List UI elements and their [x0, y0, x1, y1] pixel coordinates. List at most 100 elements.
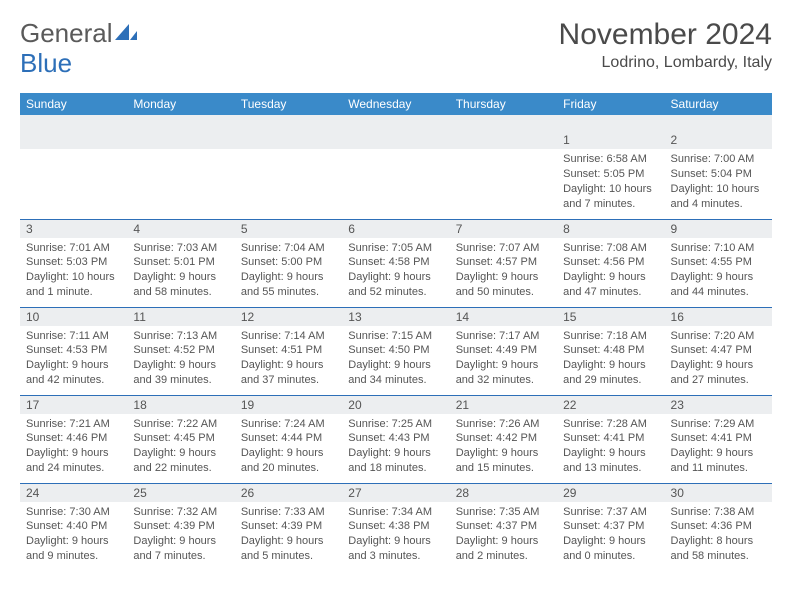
day-content: Sunrise: 7:05 AMSunset: 4:58 PMDaylight:…: [342, 238, 449, 304]
calendar-day-cell: 10Sunrise: 7:11 AMSunset: 4:53 PMDayligh…: [20, 307, 127, 395]
calendar-day-cell: 2Sunrise: 7:00 AMSunset: 5:04 PMDaylight…: [665, 131, 772, 219]
daylight-line: Daylight: 9 hours and 7 minutes.: [133, 534, 228, 564]
sunrise-line: Sunrise: 7:00 AM: [671, 152, 766, 167]
day-number: 9: [665, 220, 772, 238]
day-number: [342, 131, 449, 149]
daylight-line: Daylight: 9 hours and 5 minutes.: [241, 534, 336, 564]
day-number: 8: [557, 220, 664, 238]
sunset-line: Sunset: 4:44 PM: [241, 431, 336, 446]
daylight-line: Daylight: 9 hours and 18 minutes.: [348, 446, 443, 476]
day-number: 18: [127, 396, 234, 414]
daylight-line: Daylight: 9 hours and 24 minutes.: [26, 446, 121, 476]
day-content: Sunrise: 7:29 AMSunset: 4:41 PMDaylight:…: [665, 414, 772, 480]
calendar-day-cell: 16Sunrise: 7:20 AMSunset: 4:47 PMDayligh…: [665, 307, 772, 395]
day-number: 27: [342, 484, 449, 502]
weekday-header: Sunday: [20, 93, 127, 115]
day-number: 26: [235, 484, 342, 502]
sunset-line: Sunset: 4:42 PM: [456, 431, 551, 446]
sunset-line: Sunset: 4:51 PM: [241, 343, 336, 358]
sunset-line: Sunset: 4:38 PM: [348, 519, 443, 534]
day-content: Sunrise: 7:15 AMSunset: 4:50 PMDaylight:…: [342, 326, 449, 392]
day-number: 5: [235, 220, 342, 238]
filler-cell: [235, 115, 342, 131]
sunset-line: Sunset: 4:48 PM: [563, 343, 658, 358]
sunset-line: Sunset: 5:01 PM: [133, 255, 228, 270]
day-content: [342, 149, 449, 199]
location: Lodrino, Lombardy, Italy: [559, 54, 772, 72]
calendar-table: SundayMondayTuesdayWednesdayThursdayFrid…: [20, 93, 772, 571]
day-number: 28: [450, 484, 557, 502]
daylight-line: Daylight: 9 hours and 29 minutes.: [563, 358, 658, 388]
day-number: 23: [665, 396, 772, 414]
weekday-header: Wednesday: [342, 93, 449, 115]
calendar-day-cell: 6Sunrise: 7:05 AMSunset: 4:58 PMDaylight…: [342, 219, 449, 307]
calendar-day-cell: 12Sunrise: 7:14 AMSunset: 4:51 PMDayligh…: [235, 307, 342, 395]
calendar-day-cell: 30Sunrise: 7:38 AMSunset: 4:36 PMDayligh…: [665, 483, 772, 571]
day-content: Sunrise: 7:38 AMSunset: 4:36 PMDaylight:…: [665, 502, 772, 568]
day-content: Sunrise: 7:07 AMSunset: 4:57 PMDaylight:…: [450, 238, 557, 304]
sunset-line: Sunset: 4:53 PM: [26, 343, 121, 358]
calendar-day-cell: 8Sunrise: 7:08 AMSunset: 4:56 PMDaylight…: [557, 219, 664, 307]
daylight-line: Daylight: 9 hours and 13 minutes.: [563, 446, 658, 476]
daylight-line: Daylight: 9 hours and 32 minutes.: [456, 358, 551, 388]
day-number: 14: [450, 308, 557, 326]
sunset-line: Sunset: 4:50 PM: [348, 343, 443, 358]
sunrise-line: Sunrise: 7:22 AM: [133, 417, 228, 432]
day-content: Sunrise: 6:58 AMSunset: 5:05 PMDaylight:…: [557, 149, 664, 215]
weekday-header: Monday: [127, 93, 234, 115]
calendar-day-cell: 29Sunrise: 7:37 AMSunset: 4:37 PMDayligh…: [557, 483, 664, 571]
day-number: 22: [557, 396, 664, 414]
sunrise-line: Sunrise: 7:10 AM: [671, 241, 766, 256]
calendar-empty-cell: [235, 131, 342, 219]
sunset-line: Sunset: 4:36 PM: [671, 519, 766, 534]
daylight-line: Daylight: 9 hours and 47 minutes.: [563, 270, 658, 300]
calendar-day-cell: 4Sunrise: 7:03 AMSunset: 5:01 PMDaylight…: [127, 219, 234, 307]
daylight-line: Daylight: 10 hours and 7 minutes.: [563, 182, 658, 212]
day-number: 2: [665, 131, 772, 149]
daylight-line: Daylight: 9 hours and 3 minutes.: [348, 534, 443, 564]
calendar-day-cell: 13Sunrise: 7:15 AMSunset: 4:50 PMDayligh…: [342, 307, 449, 395]
calendar-header-row: SundayMondayTuesdayWednesdayThursdayFrid…: [20, 93, 772, 115]
sunrise-line: Sunrise: 7:07 AM: [456, 241, 551, 256]
day-number: 10: [20, 308, 127, 326]
sunset-line: Sunset: 5:05 PM: [563, 167, 658, 182]
calendar-day-cell: 11Sunrise: 7:13 AMSunset: 4:52 PMDayligh…: [127, 307, 234, 395]
calendar-empty-cell: [342, 131, 449, 219]
calendar-empty-cell: [127, 131, 234, 219]
sunrise-line: Sunrise: 7:37 AM: [563, 505, 658, 520]
day-number: 7: [450, 220, 557, 238]
sunset-line: Sunset: 4:37 PM: [456, 519, 551, 534]
day-content: [127, 149, 234, 199]
filler-cell: [665, 115, 772, 131]
day-number: 19: [235, 396, 342, 414]
calendar-day-cell: 23Sunrise: 7:29 AMSunset: 4:41 PMDayligh…: [665, 395, 772, 483]
calendar-day-cell: 19Sunrise: 7:24 AMSunset: 4:44 PMDayligh…: [235, 395, 342, 483]
day-content: Sunrise: 7:30 AMSunset: 4:40 PMDaylight:…: [20, 502, 127, 568]
filler-cell: [342, 115, 449, 131]
day-number: 24: [20, 484, 127, 502]
calendar-day-cell: 25Sunrise: 7:32 AMSunset: 4:39 PMDayligh…: [127, 483, 234, 571]
day-number: 21: [450, 396, 557, 414]
sunrise-line: Sunrise: 7:15 AM: [348, 329, 443, 344]
filler-cell: [557, 115, 664, 131]
daylight-line: Daylight: 9 hours and 20 minutes.: [241, 446, 336, 476]
sunrise-line: Sunrise: 6:58 AM: [563, 152, 658, 167]
sunset-line: Sunset: 4:52 PM: [133, 343, 228, 358]
calendar-day-cell: 1Sunrise: 6:58 AMSunset: 5:05 PMDaylight…: [557, 131, 664, 219]
sunrise-line: Sunrise: 7:21 AM: [26, 417, 121, 432]
filler-cell: [127, 115, 234, 131]
day-content: Sunrise: 7:20 AMSunset: 4:47 PMDaylight:…: [665, 326, 772, 392]
day-number: 12: [235, 308, 342, 326]
day-content: Sunrise: 7:21 AMSunset: 4:46 PMDaylight:…: [20, 414, 127, 480]
day-number: 29: [557, 484, 664, 502]
day-number: 25: [127, 484, 234, 502]
sunrise-line: Sunrise: 7:28 AM: [563, 417, 658, 432]
calendar-day-cell: 5Sunrise: 7:04 AMSunset: 5:00 PMDaylight…: [235, 219, 342, 307]
day-content: Sunrise: 7:00 AMSunset: 5:04 PMDaylight:…: [665, 149, 772, 215]
daylight-line: Daylight: 9 hours and 34 minutes.: [348, 358, 443, 388]
sunrise-line: Sunrise: 7:38 AM: [671, 505, 766, 520]
calendar-day-cell: 28Sunrise: 7:35 AMSunset: 4:37 PMDayligh…: [450, 483, 557, 571]
sunrise-line: Sunrise: 7:25 AM: [348, 417, 443, 432]
day-number: [20, 131, 127, 149]
sunrise-line: Sunrise: 7:05 AM: [348, 241, 443, 256]
